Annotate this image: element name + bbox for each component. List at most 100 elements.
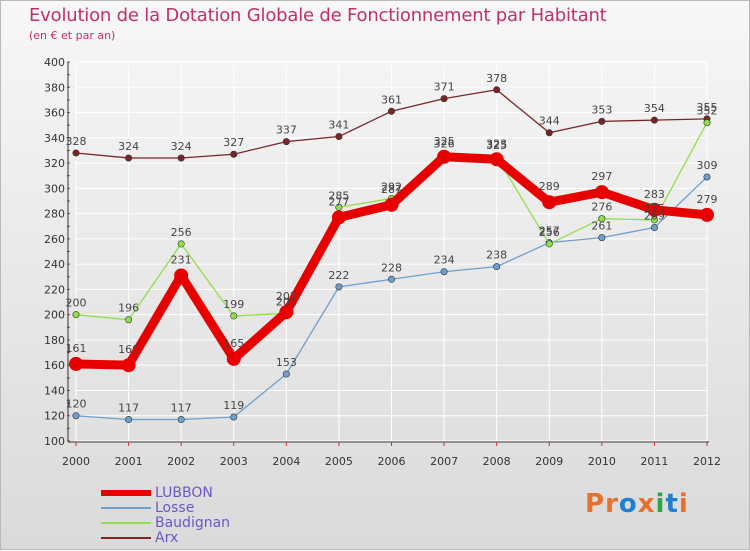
data-label-arx: 354 (644, 102, 665, 115)
axes: 1001201401601802002202402602803003203403… (44, 56, 721, 468)
data-label-losse: 153 (276, 356, 297, 369)
point-arx (177, 154, 185, 162)
point-arx (335, 133, 343, 141)
point-arx (545, 129, 553, 137)
point-lubbon (384, 197, 399, 212)
point-arx (125, 154, 133, 162)
x-tick-label: 2001 (115, 455, 143, 468)
point-losse (125, 416, 133, 424)
legend-label-arx: Arx (155, 530, 179, 546)
chart-subtitle: (en € et par an) (29, 29, 116, 42)
legend-item-arx: Arx (101, 530, 301, 546)
data-label-arx: 344 (539, 115, 560, 128)
legend-item-lubbon: LUBBON (101, 485, 301, 501)
data-label-lubbon: 323 (486, 137, 507, 150)
point-lubbon (69, 356, 83, 371)
data-label-lubbon: 289 (539, 180, 560, 193)
chart-title: Evolution de la Dotation Globale de Fonc… (29, 5, 607, 26)
point-arx (282, 138, 290, 146)
point-lubbon (700, 207, 714, 222)
x-tick-label: 2007 (430, 455, 458, 468)
point-arx (440, 95, 448, 103)
point-losse (598, 234, 606, 242)
data-label-arx: 353 (591, 103, 612, 116)
series-lines (69, 86, 714, 424)
point-baudignan (598, 215, 606, 223)
data-label-losse: 238 (486, 249, 507, 262)
data-label-arx: 361 (381, 93, 402, 106)
proxiti-logo: Proxiti (585, 489, 689, 519)
data-label-lubbon: 279 (697, 193, 718, 206)
data-labels: 328 324 324 327 337 341 361 371 378 344 353 354 355 1… (66, 72, 718, 415)
data-label-losse: 309 (697, 159, 718, 172)
x-tick-label: 2003 (220, 455, 248, 468)
x-tick-label: 2000 (62, 455, 90, 468)
logo-letter: t (665, 489, 679, 519)
point-baudignan (230, 312, 238, 320)
point-arx (650, 116, 658, 124)
legend-label-lubbon: LUBBON (155, 485, 213, 501)
point-losse (440, 268, 448, 276)
data-label-losse: 117 (171, 402, 192, 415)
data-label-baudignan: 326 (434, 137, 455, 150)
point-losse (282, 370, 290, 378)
data-label-losse: 228 (381, 261, 402, 274)
y-tick-label: 320 (44, 157, 65, 170)
legend-item-losse: Losse (101, 500, 301, 516)
point-lubbon (594, 185, 609, 200)
y-tick-label: 120 (44, 410, 65, 423)
point-arx (493, 86, 501, 94)
point-losse (335, 283, 343, 291)
x-tick-label: 2011 (640, 455, 668, 468)
data-label-lubbon: 165 (223, 337, 244, 350)
point-lubbon (331, 210, 346, 225)
point-lubbon (226, 351, 241, 366)
data-label-baudignan: 276 (591, 201, 612, 214)
y-tick-label: 340 (44, 132, 65, 145)
data-label-losse: 119 (223, 399, 244, 412)
legend-swatch-baudignan (101, 522, 151, 524)
data-label-baudignan: 292 (381, 180, 402, 193)
data-label-lubbon: 161 (66, 342, 87, 355)
x-tick-label: 2004 (272, 455, 300, 468)
point-lubbon (489, 152, 504, 167)
data-label-arx: 328 (66, 135, 87, 148)
point-losse (177, 416, 185, 424)
y-tick-label: 100 (44, 435, 65, 448)
data-label-losse: 269 (644, 209, 665, 222)
legend-label-baudignan: Baudignan (155, 515, 231, 531)
y-tick-label: 300 (44, 182, 65, 195)
data-label-losse: 261 (591, 220, 612, 233)
data-label-baudignan: 200 (66, 297, 87, 310)
point-lubbon (542, 195, 557, 210)
data-label-arx: 324 (171, 140, 192, 153)
y-tick-label: 220 (44, 283, 65, 296)
y-tick-label: 180 (44, 334, 65, 347)
point-arx (598, 117, 606, 125)
y-tick-label: 260 (44, 233, 65, 246)
y-tick-label: 380 (44, 81, 65, 94)
x-tick-label: 2008 (483, 455, 511, 468)
data-label-lubbon: 160 (118, 343, 139, 356)
data-label-arx: 355 (697, 101, 718, 114)
data-label-losse: 234 (434, 254, 455, 267)
point-lubbon (279, 305, 294, 320)
data-label-baudignan: 285 (328, 189, 349, 202)
legend-item-baudignan: Baudignan (101, 515, 301, 531)
x-tick-label: 2012 (693, 455, 721, 468)
y-tick-label: 200 (44, 309, 65, 322)
data-label-baudignan: 352 (697, 105, 718, 118)
point-losse (230, 413, 238, 421)
logo-letter: i (655, 489, 666, 519)
point-baudignan (177, 240, 185, 248)
y-tick-label: 160 (44, 359, 65, 372)
point-lubbon (121, 358, 136, 373)
data-label-losse: 117 (118, 402, 139, 415)
logo-letter: o (618, 489, 638, 519)
data-label-arx: 327 (223, 136, 244, 149)
data-label-baudignan: 196 (118, 302, 139, 315)
data-label-lubbon: 325 (434, 135, 455, 148)
x-tick-label: 2010 (588, 455, 616, 468)
